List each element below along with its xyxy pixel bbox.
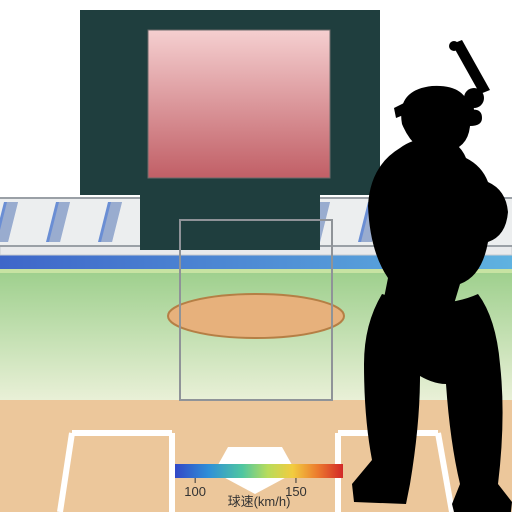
scoreboard-plinth — [140, 195, 320, 250]
scoreboard-screen — [148, 30, 330, 178]
legend-label: 球速(km/h) — [228, 494, 291, 509]
pitchers-mound — [168, 294, 344, 338]
scene: 100150球速(km/h) — [0, 0, 512, 512]
velocity-legend — [175, 464, 343, 478]
legend-tick: 100 — [184, 484, 206, 499]
